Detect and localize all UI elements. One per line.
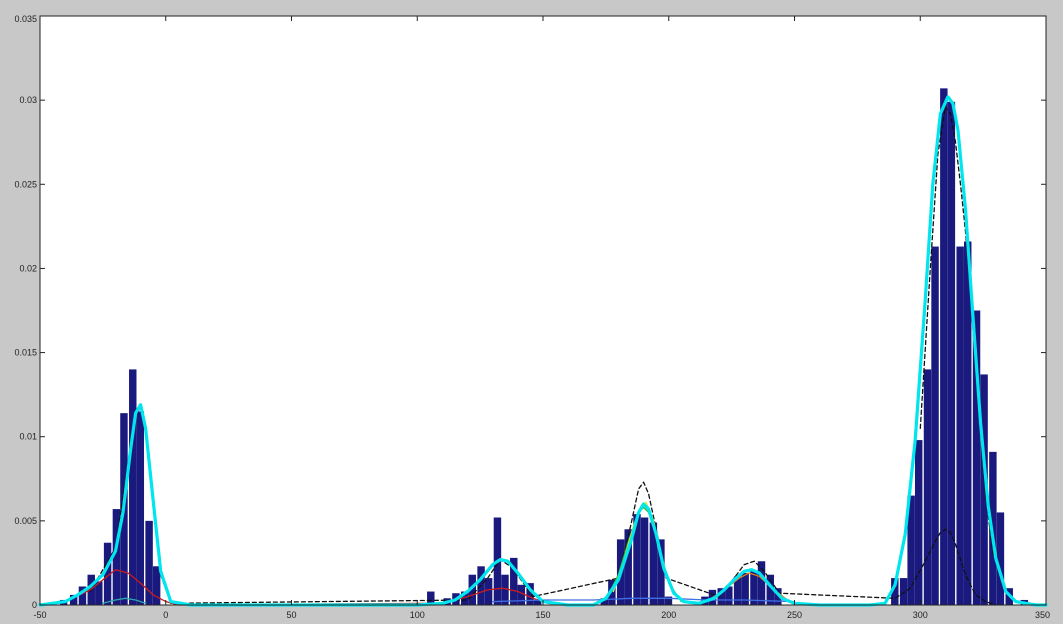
histogram-bar (914, 440, 923, 605)
histogram-bar (152, 566, 161, 605)
histogram-bar (145, 520, 153, 605)
x-tick-label: 200 (661, 610, 676, 620)
histogram-bar (657, 539, 665, 605)
y-tick-label: 0.02 (19, 263, 37, 273)
x-tick-label: 300 (913, 610, 928, 620)
histogram-bar (510, 557, 518, 605)
histogram-bar (112, 509, 121, 605)
histogram-bar (533, 599, 542, 605)
histogram-bar (980, 374, 988, 605)
series-line-component-teal (102, 597, 147, 604)
x-tick-label: 50 (286, 610, 296, 620)
histogram-bar (526, 583, 534, 605)
x-tick-label: 350 (1035, 610, 1050, 620)
histogram-bar (774, 588, 782, 605)
histogram-bar (733, 576, 742, 605)
histogram-bar (649, 522, 658, 605)
y-tick-label: 0.025 (14, 179, 37, 189)
histogram-bar (78, 586, 87, 605)
histogram-bar (633, 514, 641, 605)
histogram-bar (947, 101, 956, 605)
histogram-bar (931, 246, 939, 606)
histogram-bar (427, 591, 435, 605)
histogram-bar (940, 88, 948, 606)
histogram-bar (95, 581, 103, 605)
histogram-bar (608, 579, 616, 605)
histogram-bar (964, 241, 972, 605)
y-tick-label: 0.01 (19, 432, 37, 442)
histogram-bar (484, 578, 493, 605)
histogram-bar (750, 571, 758, 605)
x-tick-label: 250 (787, 610, 802, 620)
histogram-bar (891, 578, 899, 605)
axes: -50 0 50 100 150 200 250 300 35000.0050.010.0150… (14, 14, 1050, 620)
fit-curves (38, 95, 1048, 607)
histogram-bar (501, 574, 509, 605)
y-tick-label: 0.035 (14, 14, 37, 24)
histogram-bar (972, 310, 981, 605)
y-tick-label: 0.005 (14, 516, 37, 526)
histogram-bar (136, 411, 145, 605)
y-tick-label: 0 (32, 600, 37, 610)
histogram-bar (725, 586, 733, 605)
y-tick-label: 0.03 (19, 95, 37, 105)
histogram-bar (741, 573, 749, 605)
histogram-bar (517, 584, 526, 605)
histogram-bar (624, 529, 632, 605)
histogram-bar (129, 369, 137, 605)
series-line-mixture-fit (38, 95, 1048, 607)
x-tick-label: 150 (535, 610, 550, 620)
histogram-bar (640, 517, 649, 605)
x-tick-label: -50 (33, 610, 46, 620)
histogram-bar (766, 574, 775, 605)
histogram-bar (461, 591, 469, 605)
histogram-bar (103, 542, 112, 605)
x-tick-label: 0 (163, 610, 168, 620)
histogram-bar (717, 588, 725, 605)
histogram-bar (600, 598, 609, 605)
histogram-bar (69, 594, 78, 605)
histogram-bar (899, 578, 908, 605)
histogram-bar (956, 246, 964, 606)
histogram-bar (923, 369, 932, 605)
histogram-bar (907, 495, 915, 605)
plot-area (40, 16, 1046, 605)
y-tick-label: 0.015 (14, 348, 37, 358)
series-line-component-blue (492, 597, 796, 603)
histogram-bar (757, 561, 766, 605)
histogram-bar (468, 574, 477, 605)
x-tick-label: 100 (410, 610, 425, 620)
histogram-bar (996, 512, 1005, 605)
